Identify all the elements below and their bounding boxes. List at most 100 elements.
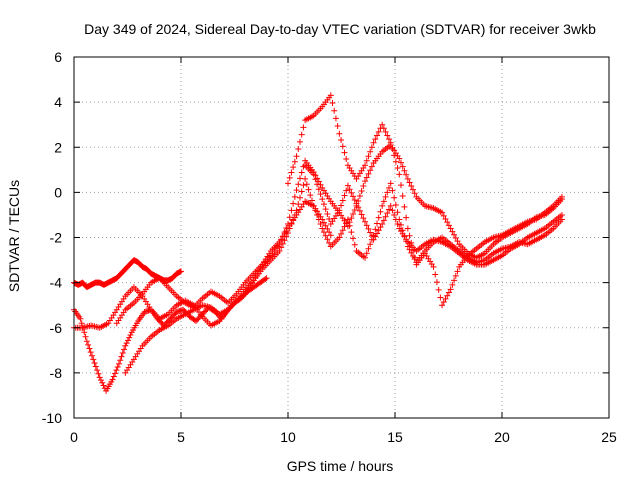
data-point-interp [295,181,302,188]
data-point-interp [298,169,305,176]
data-point-interp [286,225,293,232]
data-point-interp [363,174,370,181]
data-point-interp [363,157,370,164]
data-point-interp [401,167,408,174]
data-point-interp [440,299,447,306]
data-point-interp [298,188,305,195]
data-point-interp [281,229,288,236]
data-point-interp [343,220,350,227]
data-point-interp [452,234,459,241]
data-point-interp [278,244,285,251]
data-point-interp [433,279,440,286]
data-point-interp [440,212,447,219]
data-point [336,130,343,137]
data-point-interp [296,194,303,201]
data-point-interp [194,316,201,323]
data-point-interp [348,229,355,236]
data-point-interp [382,128,389,135]
data-point-interp [350,193,357,200]
data-point-interp [288,169,295,176]
data-point-interp [375,128,382,135]
data-point-interp [368,144,375,151]
data-point-interp [391,194,398,201]
plot-area [71,92,565,394]
data-point [370,236,377,243]
data-point-interp [121,346,128,353]
data-point-interp [283,233,290,240]
data-point-interp [403,214,410,221]
data-point-interp [408,183,415,190]
data-point [77,315,84,322]
data-point-interp [127,331,134,338]
data-point-interp [169,313,176,320]
data-point-interp [372,226,379,233]
data-point [439,209,446,216]
data-point [362,178,369,185]
data-point [430,263,437,270]
data-point-interp [227,303,234,310]
data-point-interp [100,382,107,389]
data-point-interp [365,153,372,160]
data-point [387,202,394,209]
data-point-interp [114,364,121,371]
y-axis-label: SDTVAR / TECUs [6,180,22,292]
data-point-interp [312,207,319,214]
series-track-6 [285,92,565,309]
data-point-interp [262,276,269,283]
data-point-interp [315,186,322,193]
data-point [285,180,291,187]
data-point [362,162,369,169]
data-point-interp [338,202,345,209]
data-point-interp [95,370,102,377]
data-point-interp [326,215,333,222]
data-point-interp [118,353,125,360]
data-point-interp [290,216,297,223]
data-point-interp [392,158,399,165]
data-point-interp [411,190,418,197]
data-point-interp [339,227,346,234]
data-point-interp [372,233,379,240]
y-tick-label: 6 [54,49,62,65]
data-point [293,153,300,160]
data-point [319,225,326,232]
data-point-interp [356,207,363,214]
data-point-interp [449,281,456,288]
data-point-interp [324,225,331,232]
data-point-interp [451,277,458,284]
series-track-3 [71,198,334,331]
data-point-interp [380,125,387,132]
data-point-interp [444,219,451,226]
data-point-interp [113,367,120,374]
data-point-interp [291,193,298,200]
data-point-interp [296,175,303,182]
data-point-interp [392,216,399,223]
data-point-interp [91,359,98,366]
data-point-interp [374,230,381,237]
data-point [167,315,174,322]
data-point-interp [317,191,324,198]
data-point-interp [386,136,393,143]
data-point-interp [329,100,336,107]
data-point-interp [303,181,310,188]
data-point-interp [365,170,372,177]
data-point-interp [78,320,85,327]
data-point-interp [320,219,327,226]
data-point-interp [365,225,372,232]
y-tick-label: -4 [50,275,63,291]
data-point [362,254,369,261]
y-tick-label: 4 [54,94,62,110]
data-point-interp [406,232,413,239]
data-point-interp [367,167,374,174]
data-point-interp [281,237,288,244]
data-point-interp [334,123,341,130]
data-point [115,360,122,367]
data-point-interp [308,197,315,204]
data-point-interp [445,222,452,229]
data-point-interp [358,188,365,195]
data-point-interp [360,183,367,190]
data-point-interp [97,377,104,384]
data-point [293,187,300,194]
data-point-interp [411,254,418,261]
data-point [192,317,199,324]
data-point-interp [394,165,401,172]
